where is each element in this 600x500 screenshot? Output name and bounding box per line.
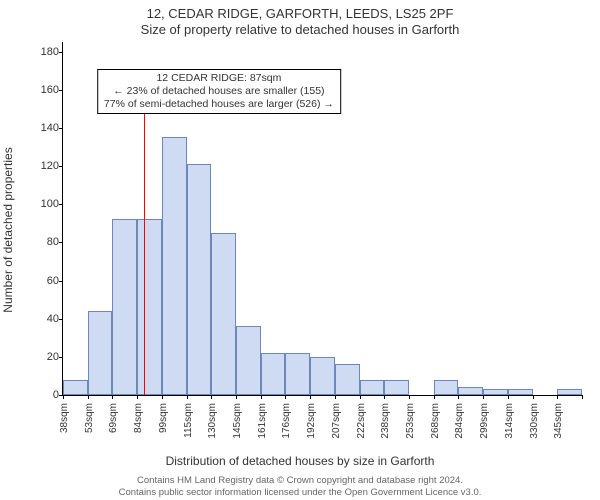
x-tick-mark [508, 395, 509, 399]
x-tick-label: 192sqm [306, 403, 317, 453]
x-tick-label: 38sqm [59, 403, 70, 453]
histogram-bar [112, 219, 137, 395]
x-tick-mark [335, 395, 336, 399]
x-tick-mark [88, 395, 89, 399]
histogram-bar [335, 364, 360, 395]
marker-vertical-line [144, 71, 145, 395]
y-tick-label: 80 [33, 236, 59, 248]
histogram-bar [137, 219, 162, 395]
x-tick-label: 238sqm [380, 403, 391, 453]
histogram-bar [434, 380, 459, 395]
x-tick-label: 299sqm [479, 403, 490, 453]
histogram-bar [187, 164, 212, 395]
plot-area: 02040608010012014016018038sqm53sqm69sqm8… [62, 42, 582, 396]
x-tick-mark [533, 395, 534, 399]
x-tick-label: 345sqm [553, 403, 564, 453]
x-tick-label: 268sqm [430, 403, 441, 453]
x-tick-mark [236, 395, 237, 399]
x-tick-mark [458, 395, 459, 399]
x-tick-mark [162, 395, 163, 399]
y-tick-label: 20 [33, 351, 59, 363]
x-tick-label: 176sqm [281, 403, 292, 453]
annotation-line1: 12 CEDAR RIDGE: 87sqm [156, 72, 281, 84]
histogram-bar [458, 387, 483, 395]
footnote: Contains HM Land Registry data © Crown c… [0, 475, 600, 498]
y-tick-label: 180 [33, 46, 59, 58]
x-tick-mark [112, 395, 113, 399]
x-tick-mark [483, 395, 484, 399]
histogram-bar [236, 326, 261, 395]
y-tick-mark [59, 204, 63, 205]
histogram-bar [63, 380, 88, 395]
x-tick-mark [384, 395, 385, 399]
chart-title-subtitle: Size of property relative to detached ho… [0, 22, 600, 37]
x-tick-label: 161sqm [257, 403, 268, 453]
x-tick-label: 69sqm [108, 403, 119, 453]
y-tick-mark [59, 357, 63, 358]
y-tick-mark [59, 90, 63, 91]
y-tick-label: 100 [33, 198, 59, 210]
x-tick-mark [310, 395, 311, 399]
y-tick-mark [59, 128, 63, 129]
histogram-bar [211, 233, 236, 395]
histogram-bar [508, 389, 533, 395]
histogram-bar [384, 380, 409, 395]
x-tick-mark [582, 395, 583, 399]
x-axis-label: Distribution of detached houses by size … [0, 454, 600, 468]
x-tick-mark [187, 395, 188, 399]
y-tick-label: 0 [33, 389, 59, 401]
x-tick-label: 99sqm [158, 403, 169, 453]
y-tick-label: 60 [33, 275, 59, 287]
y-tick-mark [59, 319, 63, 320]
y-tick-label: 160 [33, 84, 59, 96]
y-tick-mark [59, 281, 63, 282]
y-axis-label: Number of detached properties [1, 65, 15, 230]
annotation-box: 12 CEDAR RIDGE: 87sqm← 23% of detached h… [97, 69, 341, 114]
x-tick-mark [63, 395, 64, 399]
y-tick-label: 140 [33, 122, 59, 134]
y-tick-label: 40 [33, 313, 59, 325]
y-tick-mark [59, 52, 63, 53]
x-tick-mark [409, 395, 410, 399]
annotation-line3: 77% of semi-detached houses are larger (… [104, 98, 334, 110]
histogram-bar [483, 389, 508, 395]
x-tick-mark [285, 395, 286, 399]
x-tick-label: 284sqm [454, 403, 465, 453]
x-tick-mark [261, 395, 262, 399]
histogram-bar [360, 380, 385, 395]
x-tick-label: 330sqm [529, 403, 540, 453]
histogram-bar [310, 357, 335, 395]
footnote-line1: Contains HM Land Registry data © Crown c… [137, 475, 463, 486]
x-tick-label: 253sqm [405, 403, 416, 453]
x-tick-mark [434, 395, 435, 399]
histogram-bar [162, 137, 187, 395]
histogram-bar [261, 353, 286, 395]
x-tick-mark [137, 395, 138, 399]
x-tick-label: 84sqm [133, 403, 144, 453]
x-tick-label: 130sqm [207, 403, 218, 453]
histogram-bar [88, 311, 113, 395]
footnote-line2: Contains public sector information licen… [119, 487, 482, 498]
x-tick-label: 314sqm [504, 403, 515, 453]
x-tick-mark [360, 395, 361, 399]
y-tick-label: 120 [33, 160, 59, 172]
chart-title-address: 12, CEDAR RIDGE, GARFORTH, LEEDS, LS25 2… [0, 6, 600, 21]
histogram-bar [285, 353, 310, 395]
annotation-line2: ← 23% of detached houses are smaller (15… [113, 85, 324, 97]
x-tick-label: 145sqm [232, 403, 243, 453]
x-tick-mark [211, 395, 212, 399]
y-tick-mark [59, 166, 63, 167]
figure-container: 12, CEDAR RIDGE, GARFORTH, LEEDS, LS25 2… [0, 0, 600, 500]
histogram-bar [557, 389, 582, 395]
x-tick-label: 53sqm [84, 403, 95, 453]
x-tick-label: 222sqm [356, 403, 367, 453]
y-tick-mark [59, 242, 63, 243]
x-tick-label: 115sqm [183, 403, 194, 453]
x-tick-label: 207sqm [331, 403, 342, 453]
x-tick-mark [557, 395, 558, 399]
